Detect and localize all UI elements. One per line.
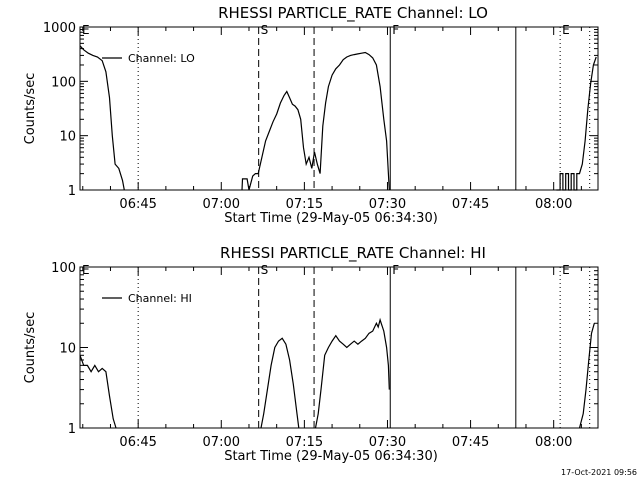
x-axis-label: Start Time (29-May-05 06:34:30) bbox=[224, 449, 438, 464]
x-tick-label: 07:00 bbox=[203, 435, 240, 450]
y-tick-label: 100 bbox=[51, 75, 76, 90]
event-marker-label: F bbox=[392, 263, 399, 277]
x-tick-label: 08:00 bbox=[535, 197, 572, 212]
x-tick-label: 06:45 bbox=[119, 435, 156, 450]
series-line bbox=[79, 45, 125, 191]
chart-title: RHESSI PARTICLE_RATE Channel: HI bbox=[220, 244, 486, 263]
x-tick-label: 07:15 bbox=[286, 197, 323, 212]
y-tick-label: 1 bbox=[68, 422, 76, 437]
event-marker-label: E bbox=[562, 263, 570, 277]
y-tick-label: 100 bbox=[51, 261, 76, 276]
y-tick-label: 10 bbox=[59, 130, 76, 145]
y-tick-label: 1000 bbox=[43, 21, 76, 36]
event-marker-label: E bbox=[82, 23, 90, 37]
event-marker-label: S bbox=[261, 23, 269, 37]
y-tick-label: 10 bbox=[59, 342, 76, 357]
y-axis-label: Counts/sec bbox=[23, 73, 38, 145]
legend-label: Channel: HI bbox=[128, 292, 192, 305]
event-marker-label: E bbox=[562, 23, 570, 37]
series-line bbox=[79, 355, 117, 429]
x-axis-label: Start Time (29-May-05 06:34:30) bbox=[224, 211, 438, 226]
x-tick-label: 07:00 bbox=[203, 197, 240, 212]
x-tick-label: 07:30 bbox=[369, 197, 406, 212]
x-tick-label: 07:45 bbox=[452, 435, 489, 450]
x-tick-label: 07:45 bbox=[452, 197, 489, 212]
series-line bbox=[241, 51, 390, 191]
event-marker-label: S bbox=[261, 263, 269, 277]
chart-1 bbox=[79, 26, 599, 191]
event-marker-label: E bbox=[82, 263, 90, 277]
event-marker-label: F bbox=[392, 23, 399, 37]
x-tick-label: 08:00 bbox=[535, 435, 572, 450]
x-tick-label: 07:30 bbox=[369, 435, 406, 450]
plot-frame bbox=[79, 26, 599, 191]
series-line bbox=[314, 317, 390, 429]
x-tick-label: 06:45 bbox=[119, 197, 156, 212]
footer-timestamp: 17-Oct-2021 09:56 bbox=[561, 468, 637, 477]
series-line bbox=[578, 323, 595, 429]
chart-title: RHESSI PARTICLE_RATE Channel: LO bbox=[218, 4, 488, 23]
y-axis-label: Counts/sec bbox=[23, 312, 38, 384]
chart-2 bbox=[79, 266, 599, 429]
series-line bbox=[556, 56, 597, 191]
x-tick-label: 07:15 bbox=[286, 435, 323, 450]
legend-label: Channel: LO bbox=[128, 52, 195, 65]
series-line bbox=[260, 337, 300, 429]
y-tick-label: 1 bbox=[68, 184, 76, 199]
